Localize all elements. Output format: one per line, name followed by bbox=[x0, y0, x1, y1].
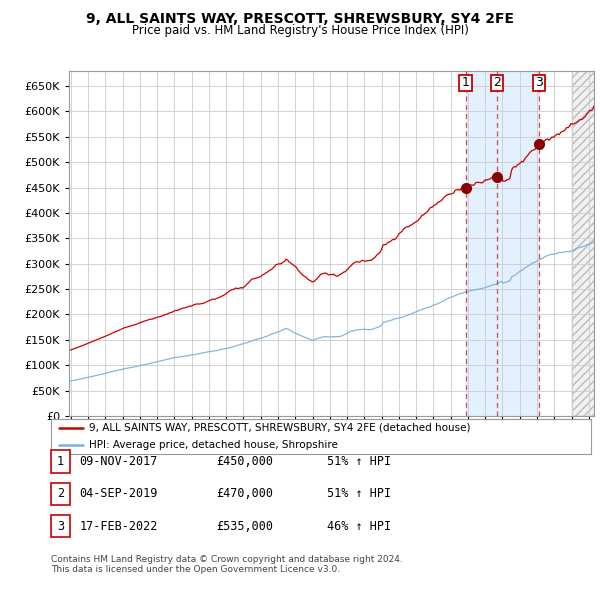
Text: 1: 1 bbox=[57, 455, 64, 468]
Text: 51% ↑ HPI: 51% ↑ HPI bbox=[327, 487, 391, 500]
Text: 9, ALL SAINTS WAY, PRESCOTT, SHREWSBURY, SY4 2FE (detached house): 9, ALL SAINTS WAY, PRESCOTT, SHREWSBURY,… bbox=[89, 423, 470, 432]
Bar bbox=[572, 71, 600, 416]
Text: 9, ALL SAINTS WAY, PRESCOTT, SHREWSBURY, SY4 2FE: 9, ALL SAINTS WAY, PRESCOTT, SHREWSBURY,… bbox=[86, 12, 514, 26]
Text: 2: 2 bbox=[493, 76, 501, 89]
Text: HPI: Average price, detached house, Shropshire: HPI: Average price, detached house, Shro… bbox=[89, 441, 338, 450]
Text: 1: 1 bbox=[461, 76, 469, 89]
Text: 17-FEB-2022: 17-FEB-2022 bbox=[79, 520, 158, 533]
Bar bbox=[572, 71, 600, 416]
Text: 3: 3 bbox=[535, 76, 543, 89]
Text: £535,000: £535,000 bbox=[216, 520, 273, 533]
Text: Price paid vs. HM Land Registry's House Price Index (HPI): Price paid vs. HM Land Registry's House … bbox=[131, 24, 469, 37]
Text: Contains HM Land Registry data © Crown copyright and database right 2024.
This d: Contains HM Land Registry data © Crown c… bbox=[51, 555, 403, 574]
Text: £450,000: £450,000 bbox=[216, 455, 273, 468]
Text: 2: 2 bbox=[57, 487, 64, 500]
FancyBboxPatch shape bbox=[533, 74, 545, 91]
Text: £470,000: £470,000 bbox=[216, 487, 273, 500]
FancyBboxPatch shape bbox=[491, 74, 503, 91]
Text: 04-SEP-2019: 04-SEP-2019 bbox=[79, 487, 158, 500]
FancyBboxPatch shape bbox=[460, 74, 472, 91]
Text: 46% ↑ HPI: 46% ↑ HPI bbox=[327, 520, 391, 533]
Bar bbox=[466, 71, 539, 416]
Text: 09-NOV-2017: 09-NOV-2017 bbox=[79, 455, 158, 468]
Text: 51% ↑ HPI: 51% ↑ HPI bbox=[327, 455, 391, 468]
Text: 3: 3 bbox=[57, 520, 64, 533]
